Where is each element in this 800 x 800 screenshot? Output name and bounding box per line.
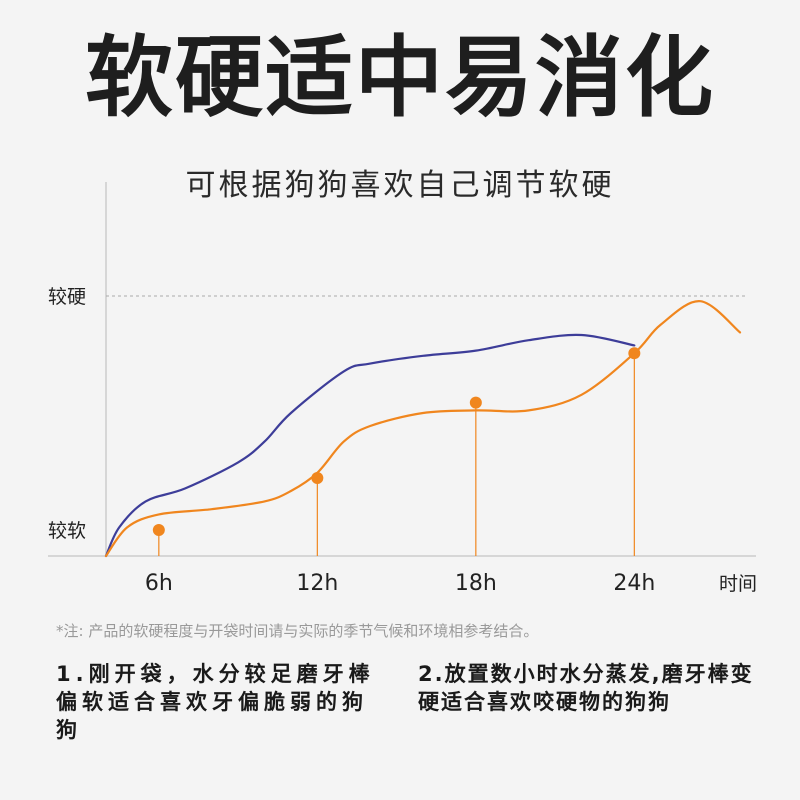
description-dried: 2.放置数小时水分蒸发,磨牙棒变硬适合喜欢咬硬物的狗狗 <box>418 662 754 714</box>
series-line-1 <box>104 300 742 558</box>
x-tick-label-2: 18h <box>455 571 497 596</box>
x-axis-label: 时间 <box>719 573 757 595</box>
headline: 软硬适中易消化 <box>84 26 715 129</box>
marker-dot-3 <box>628 347 641 360</box>
description-fresh: 1.刚开袋，水分较足磨牙棒偏软适合喜欢牙偏脆弱的狗狗 <box>56 662 375 742</box>
subtitle: 可根据狗狗喜欢自己调节软硬 <box>185 168 615 203</box>
y-level-label-1: 较硬 <box>48 286 86 308</box>
x-tick-label-1: 12h <box>296 571 338 596</box>
marker-dot-2 <box>469 396 482 409</box>
series-line-0 <box>104 333 636 558</box>
marker-dot-1 <box>311 472 324 484</box>
footnote: *注: 产品的软硬程度与开袋时间请与实际的季节气候和环境相参考结合。 <box>56 622 539 640</box>
y-level-label-0: 较软 <box>48 520 86 542</box>
x-tick-label-0: 6h <box>145 571 173 596</box>
marker-dot-0 <box>152 524 165 536</box>
x-tick-label-3: 24h <box>613 571 655 596</box>
